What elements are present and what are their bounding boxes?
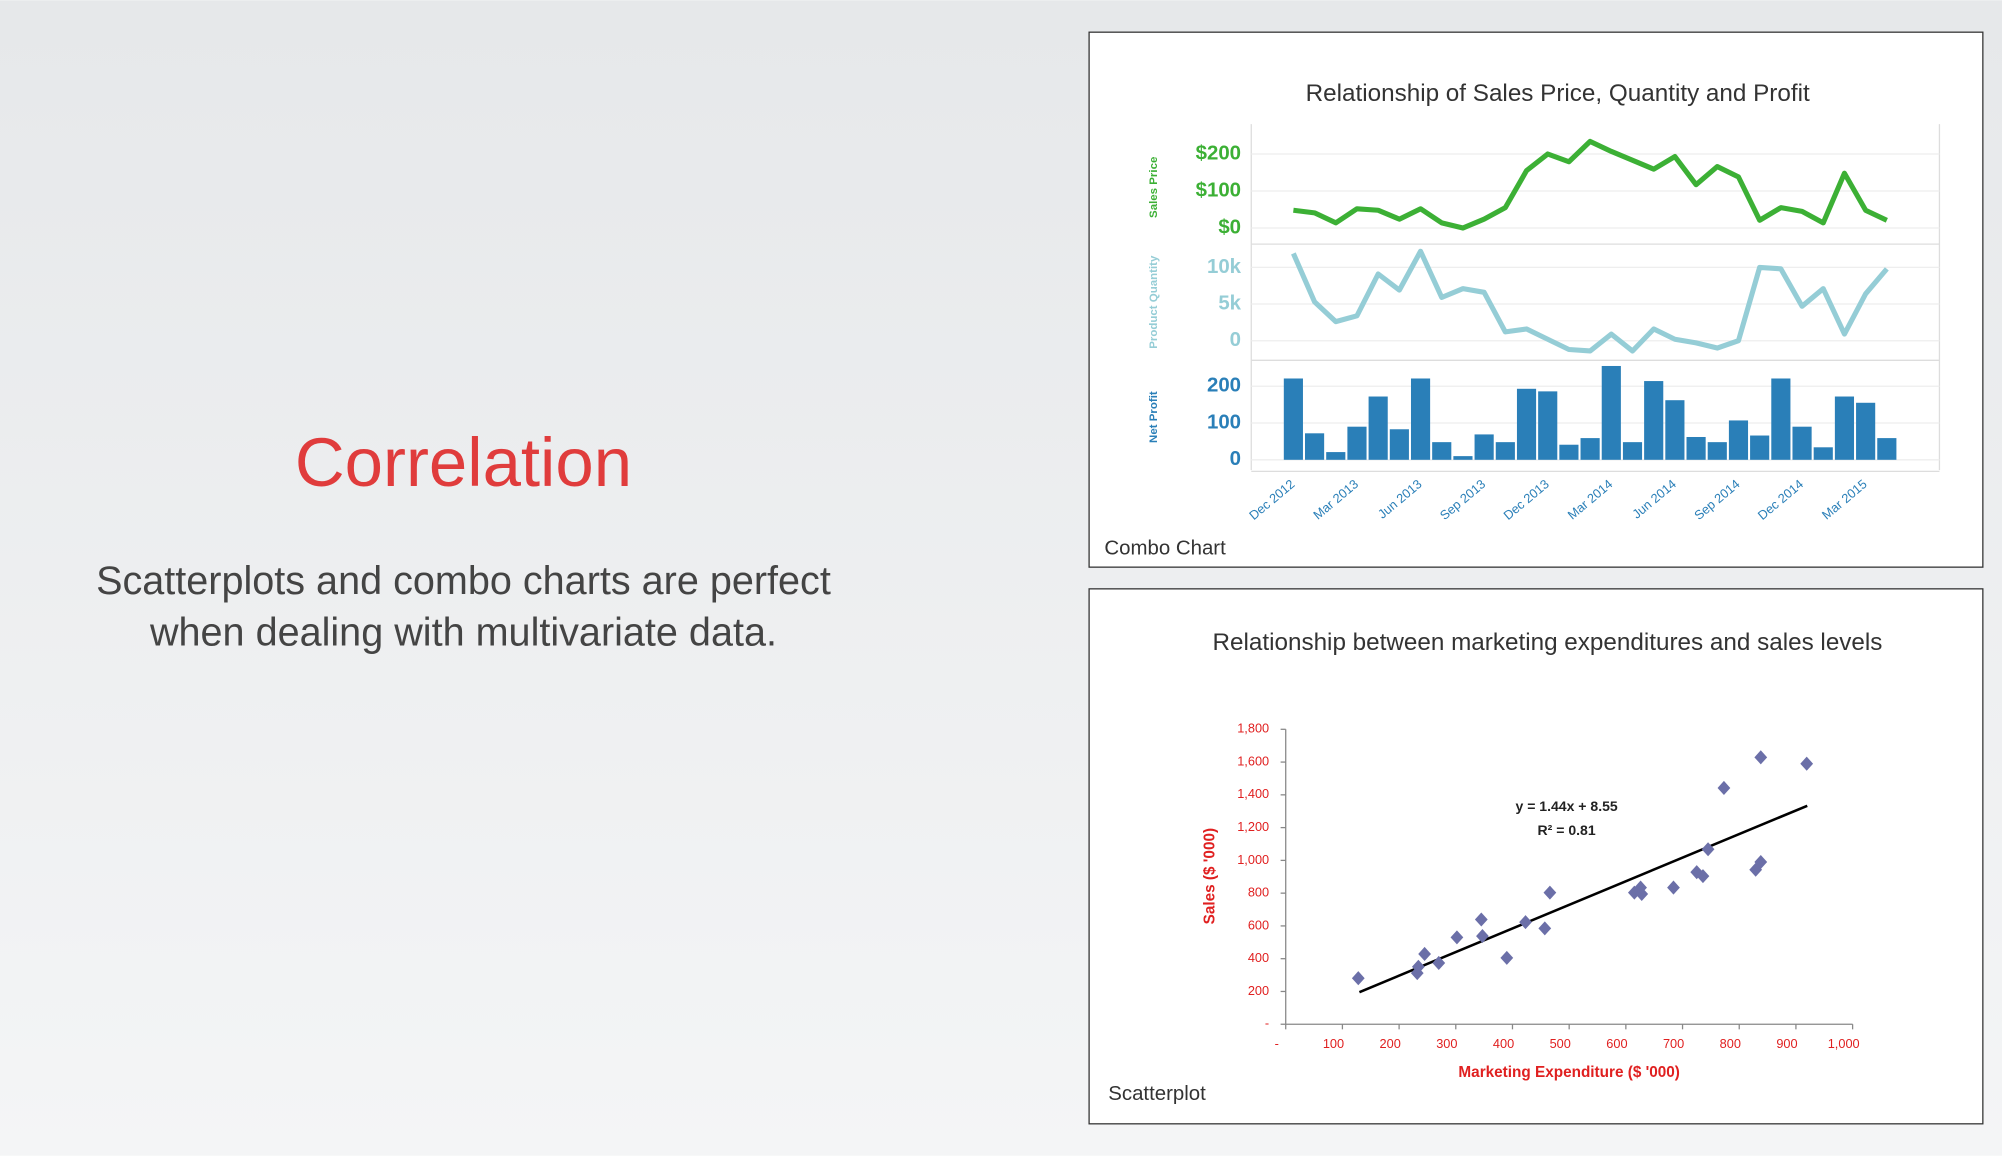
combo-frame bbox=[1088, 31, 1984, 568]
y-tick-label: 0 bbox=[1230, 329, 1241, 351]
panel-label: Product Quantity bbox=[1148, 255, 1160, 349]
line bbox=[1293, 138, 1888, 231]
point bbox=[1450, 930, 1464, 945]
panel-label: Sales Price bbox=[1148, 157, 1160, 218]
point bbox=[1432, 955, 1446, 970]
bar bbox=[1326, 452, 1346, 460]
x-tick-label: 700 bbox=[1663, 1036, 1684, 1051]
point bbox=[1476, 929, 1489, 944]
y-tick-label: 200 bbox=[1248, 983, 1269, 998]
y-tick-label: 1,000 bbox=[1237, 852, 1269, 867]
point bbox=[1351, 971, 1365, 986]
x-tick-label: 100 bbox=[1323, 1036, 1344, 1051]
bar bbox=[1410, 378, 1431, 460]
point bbox=[1696, 869, 1710, 884]
point bbox=[1500, 950, 1514, 965]
y-tick-label: 1,600 bbox=[1237, 753, 1269, 768]
point bbox=[1800, 756, 1814, 771]
y-tick-label: $0 bbox=[1218, 216, 1241, 238]
bar bbox=[1305, 433, 1325, 460]
bar bbox=[1771, 378, 1791, 460]
slide-body: Scatterplots and combo charts are perfec… bbox=[96, 559, 831, 603]
bar bbox=[1834, 396, 1855, 460]
bar bbox=[1622, 442, 1643, 460]
bar bbox=[1283, 378, 1303, 460]
bar bbox=[1665, 400, 1685, 460]
chart-caption: Scatterplot bbox=[1108, 1083, 1206, 1105]
bar bbox=[1368, 396, 1388, 460]
trendline-equation: y = 1.44x + 8.55 bbox=[1516, 798, 1618, 814]
y-tick-label: 400 bbox=[1248, 950, 1269, 965]
bar bbox=[1580, 438, 1600, 460]
bar bbox=[1728, 420, 1749, 460]
bar bbox=[1389, 429, 1409, 460]
bar bbox=[1347, 426, 1367, 460]
y-tick-label: $200 bbox=[1196, 142, 1241, 164]
bar bbox=[1474, 434, 1494, 460]
x-tick-label: 500 bbox=[1550, 1036, 1571, 1051]
point bbox=[1474, 912, 1488, 927]
y-tick-label: 5k bbox=[1218, 292, 1241, 314]
y-tick-label: 600 bbox=[1248, 917, 1269, 932]
bar bbox=[1686, 436, 1706, 460]
y-tick-label: 1,800 bbox=[1237, 721, 1269, 736]
bar bbox=[1644, 381, 1664, 460]
point bbox=[1418, 946, 1431, 961]
point bbox=[1635, 886, 1649, 901]
y-tick-label: 1,200 bbox=[1237, 819, 1269, 834]
trendline-r2: R² = 0.81 bbox=[1538, 822, 1596, 838]
x-tick-label: 200 bbox=[1380, 1036, 1401, 1051]
y-tick-label: 1,400 bbox=[1237, 786, 1269, 801]
x-tick-label: 400 bbox=[1493, 1036, 1514, 1051]
y-tick-label: $100 bbox=[1196, 179, 1241, 201]
point bbox=[1538, 921, 1552, 936]
scatter-frame bbox=[1088, 588, 1984, 1125]
y-tick-label: 800 bbox=[1248, 885, 1269, 900]
point bbox=[1519, 915, 1532, 930]
point bbox=[1667, 880, 1680, 895]
bar bbox=[1856, 402, 1876, 460]
slide-title: Correlation bbox=[295, 424, 632, 501]
y-tick-label: - bbox=[1265, 1016, 1269, 1031]
bar bbox=[1559, 444, 1579, 460]
bar bbox=[1453, 456, 1473, 460]
slide-body: when dealing with multivariate data. bbox=[149, 610, 777, 654]
bar bbox=[1495, 442, 1515, 460]
trendline bbox=[1358, 804, 1808, 994]
chart-caption: Combo Chart bbox=[1104, 538, 1226, 560]
chart-title: Relationship of Sales Price, Quantity an… bbox=[1306, 80, 1810, 107]
bar bbox=[1601, 365, 1621, 460]
panel-label: Net Profit bbox=[1148, 391, 1160, 443]
bar bbox=[1516, 388, 1537, 460]
point bbox=[1717, 780, 1731, 795]
x-tick-label: 800 bbox=[1720, 1036, 1741, 1051]
bar bbox=[1813, 447, 1833, 460]
x-tick-label: 300 bbox=[1436, 1036, 1457, 1051]
bar bbox=[1792, 426, 1812, 460]
y-axis-label: Sales ($ '000) bbox=[1201, 828, 1218, 924]
y-tick-label: 0 bbox=[1230, 448, 1241, 470]
y-tick-label: 100 bbox=[1207, 411, 1241, 433]
line bbox=[1291, 248, 1889, 354]
chart-title: Relationship between marketing expenditu… bbox=[1212, 629, 1882, 656]
x-tick-label: - bbox=[1275, 1036, 1279, 1051]
x-tick-label: 600 bbox=[1606, 1036, 1627, 1051]
y-tick-label: 200 bbox=[1207, 375, 1241, 397]
bar bbox=[1877, 438, 1897, 460]
bar bbox=[1707, 442, 1727, 460]
y-tick-label: 10k bbox=[1207, 256, 1242, 278]
x-axis-label: Marketing Expenditure ($ '000) bbox=[1458, 1064, 1679, 1081]
bar bbox=[1432, 442, 1452, 460]
bar bbox=[1750, 435, 1770, 460]
x-tick-label: 900 bbox=[1776, 1036, 1797, 1051]
x-tick-label: 1,000 bbox=[1828, 1036, 1860, 1051]
bar bbox=[1538, 391, 1558, 460]
